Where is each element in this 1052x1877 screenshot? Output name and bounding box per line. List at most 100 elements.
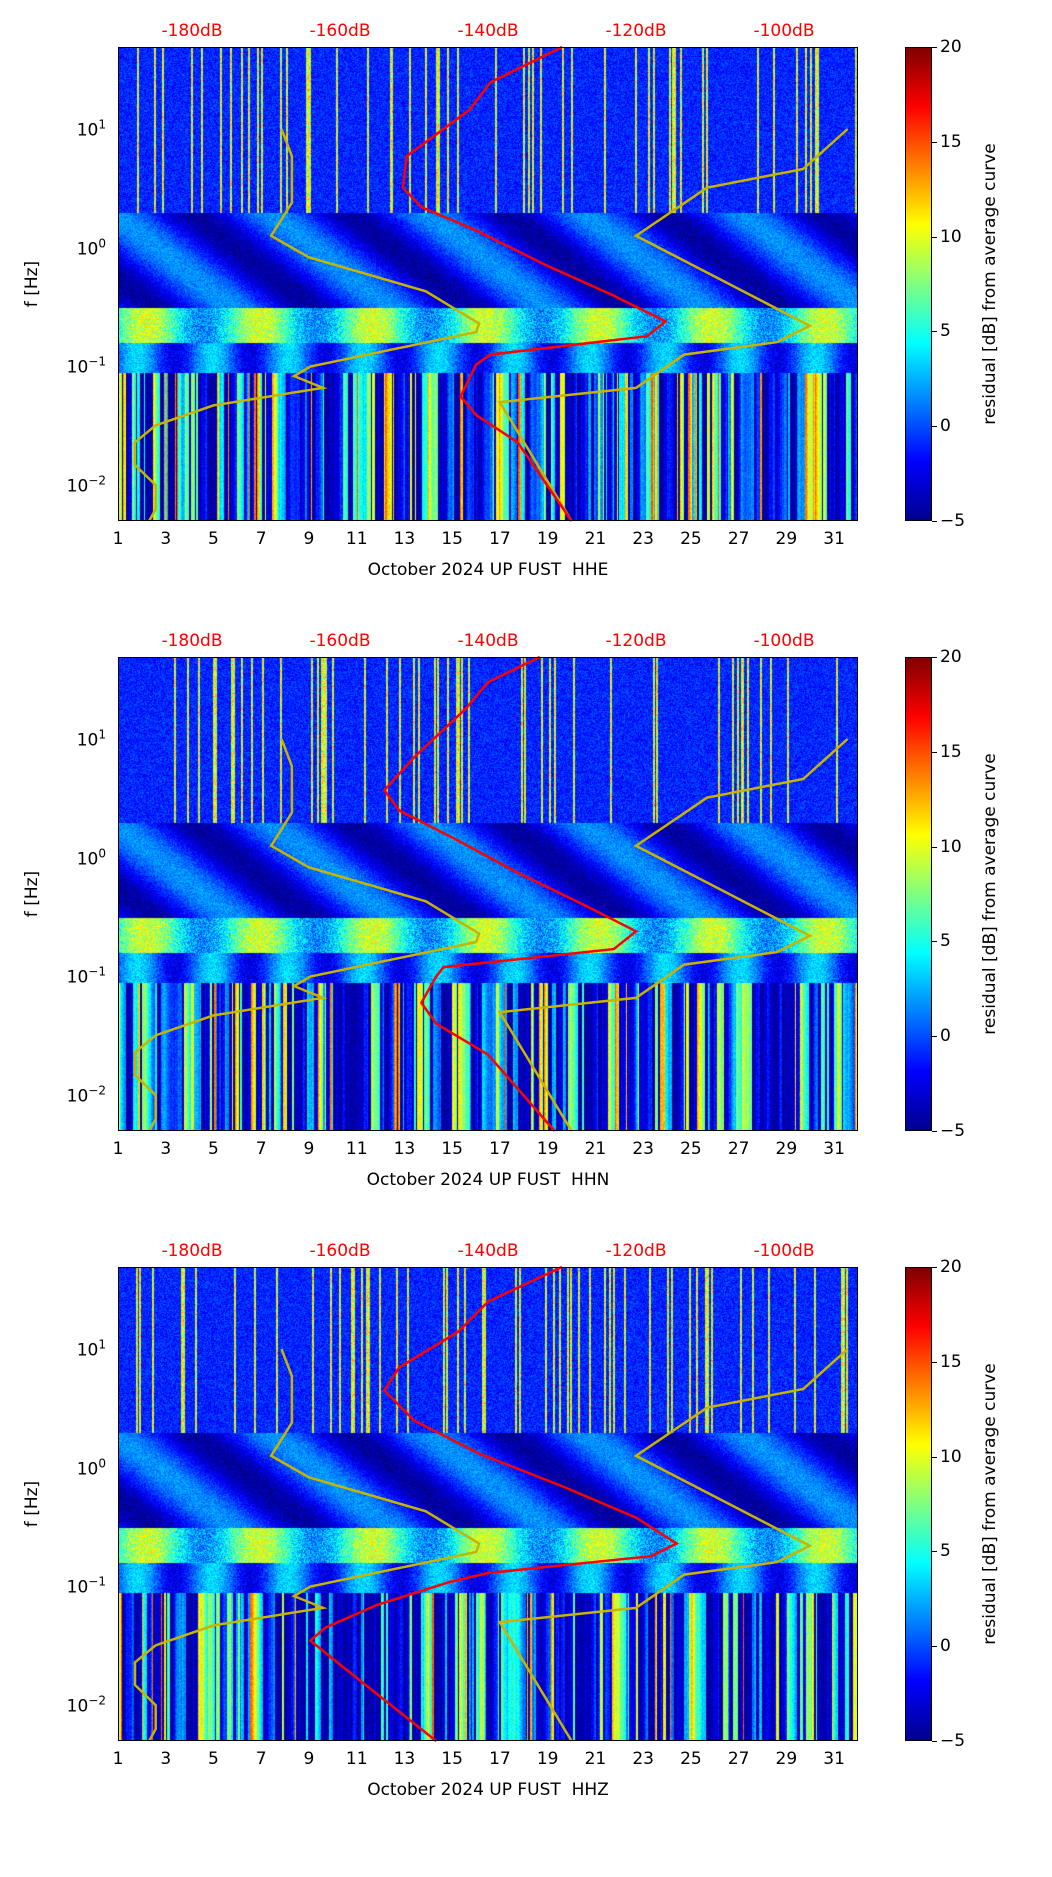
y-tick-exponent: −1 [88,965,106,980]
colorbar-tick-label: 0 [940,1636,951,1657]
x-tick-label: 21 [584,529,607,549]
colorbar-tick-label: 15 [940,741,962,762]
y-tick-base: 10 [66,1577,89,1598]
spectrogram-panel-0: 1 3 5 7 9 11 13 15 17 19 21 23 25 27 29 31 -180dB -160dB -… [0,21,1052,657]
top-db-tick-label: -100dB [753,1241,815,1261]
top-db-tick-label: -180dB [161,21,223,41]
x-tick-label: 13 [393,1139,416,1159]
nlnm-curve [133,128,481,522]
colorbar-tick [932,47,937,48]
y-tick-base: 10 [76,730,99,751]
y-tick-base: 10 [66,476,89,497]
spectrogram-panel-2: 1 3 5 7 9 11 13 15 17 19 21 23 25 27 29 31 -180dB -160dB -… [0,1241,1052,1877]
x-tick-label: 11 [345,529,368,549]
x-tick-label: 5 [208,529,219,549]
colorbar-tick [932,1131,937,1132]
y-tick-exponent: −2 [88,1693,106,1708]
y-tick-label: 100 [77,846,106,869]
colorbar-tick-label: −5 [940,1121,966,1141]
y-tick-base: 10 [76,849,99,870]
y-tick-base: 10 [66,1086,89,1107]
y-tick-exponent: 1 [98,727,106,742]
colorbar-tick-label: 20 [940,1257,962,1277]
colorbar-tick-label: 0 [940,416,951,437]
y-tick-base: 10 [76,1340,99,1361]
x-tick-label: 25 [680,1139,702,1159]
colorbar-tick [932,1741,937,1742]
y-tick-exponent: 1 [98,1337,106,1352]
top-db-tick-label: -160dB [309,1241,371,1261]
mean-psd-curve [308,1265,680,1742]
x-tick-label: 19 [536,529,559,549]
y-tick-label: 101 [77,1338,106,1361]
colorbar-tick [932,1646,937,1648]
colorbar-tick [932,236,937,238]
colorbar-tick [932,1267,937,1268]
colorbar-tick-label: 5 [940,1541,951,1562]
colorbar-tick-label: 10 [940,226,962,247]
top-db-tick-label: -100dB [753,21,815,41]
x-tick-label: 15 [441,1749,464,1769]
x-tick-label: 1 [112,1749,124,1769]
curves-overlay [133,655,849,1132]
y-tick-exponent: −2 [88,473,106,488]
y-tick-exponent: 0 [98,1456,106,1471]
x-tick-label: 7 [255,1139,267,1159]
top-db-tick-label: -120dB [605,1241,667,1261]
top-db-tick-label: -180dB [161,631,223,651]
nhnm-curve [497,128,849,522]
x-tick-label: 13 [393,529,416,549]
x-tick-label: 31 [823,1749,845,1769]
x-tick-label: 7 [255,1749,267,1769]
colorbar-tick [932,426,937,428]
x-tick-label: 19 [536,1139,559,1159]
y-tick-label: 101 [77,728,106,751]
colorbar-tick-label: 20 [940,647,962,667]
colorbar-tick [932,657,937,658]
y-tick-exponent: 0 [98,846,106,861]
colorbar-tick [932,941,937,943]
x-tick-label: 1 [112,1139,124,1159]
x-tick-label: 9 [303,1749,315,1769]
y-tick-label: 10−1 [67,965,106,988]
colorbar-tick [932,141,937,143]
colorbar-tick-label: 5 [940,321,951,342]
colorbar-tick [932,1456,937,1458]
y-tick-base: 10 [76,239,99,260]
colorbar-tick-label: 15 [940,1351,962,1372]
x-tick-label: 5 [208,1749,219,1769]
y-tick-exponent: −1 [88,1575,106,1590]
x-tick-label: 17 [489,1139,511,1159]
spectrogram-plot [118,1265,858,1742]
nlnm-curve [133,1348,481,1742]
x-tick-label: 15 [441,529,464,549]
y-tick-base: 10 [66,967,89,988]
nhnm-curve [497,1348,849,1742]
y-tick-base: 10 [76,1459,99,1480]
y-tick-exponent: 0 [98,236,106,251]
x-tick-label: 23 [632,529,654,549]
colorbar-tick-label: 5 [940,931,951,952]
colorbar-tick [932,521,937,522]
x-tick-label: 27 [727,529,750,549]
x-tick-label: 3 [160,1749,172,1769]
x-tick-label: 23 [632,1749,654,1769]
x-axis-label: October 2024 UP FUST HHN [366,1170,610,1190]
x-tick-label: 19 [536,1749,559,1769]
colorbar-tick [932,1036,937,1038]
x-tick-label: 17 [489,529,511,549]
colorbar-tick-label: 15 [940,131,962,152]
y-tick-label: 100 [77,236,106,259]
x-tick-label: 1 [112,529,124,549]
y-tick-exponent: −1 [88,355,106,370]
colorbar-tick-label: 10 [940,1446,962,1467]
x-tick-label: 31 [823,1139,845,1159]
x-tick-label: 9 [303,1139,315,1159]
colorbar-tick [932,331,937,333]
top-db-tick-label: -160dB [309,631,371,651]
spectrogram-image [118,47,858,521]
y-axis-label: f [Hz] [22,870,42,918]
colorbar-tick-label: 0 [940,1026,951,1047]
colorbar-tick-label: −5 [940,511,966,531]
spectrogram-panel-1: 1 3 5 7 9 11 13 15 17 19 21 23 25 27 29 31 -180dB -160dB -… [0,631,1052,1267]
